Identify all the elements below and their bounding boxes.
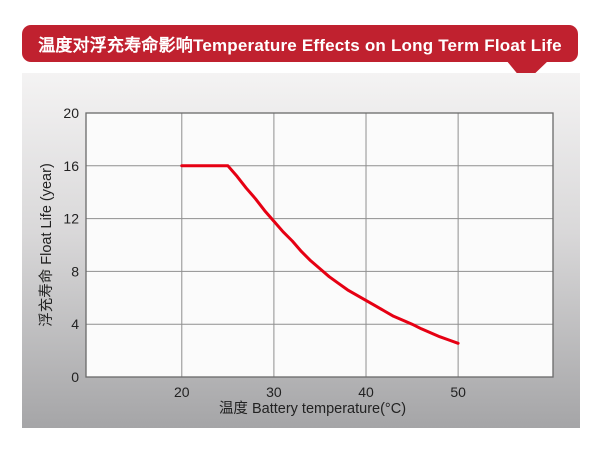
y-tick-label: 12 (63, 211, 79, 227)
title-banner: 温度对浮充寿命影响Temperature Effects on Long Ter… (22, 25, 578, 62)
x-axis-title: 温度 Battery temperature(°C) (219, 400, 406, 417)
plot-border (85, 112, 554, 378)
y-axis-title: 浮充寿命 Float Life (year) (37, 163, 55, 327)
float-life-curve (180, 164, 460, 345)
page-title: 温度对浮充寿命影响Temperature Effects on Long Ter… (38, 36, 562, 55)
x-tick-label: 40 (358, 384, 374, 400)
x-tick-label: 50 (450, 384, 466, 400)
y-tick-label: 16 (63, 158, 79, 174)
y-tick-label: 8 (71, 263, 79, 279)
y-tick-label: 0 (71, 369, 79, 385)
x-tick-label: 20 (174, 384, 190, 400)
plot-background (86, 113, 553, 377)
y-tick-label: 4 (71, 316, 79, 332)
y-tick-label: 20 (63, 105, 79, 121)
x-tick-label: 30 (266, 384, 282, 400)
